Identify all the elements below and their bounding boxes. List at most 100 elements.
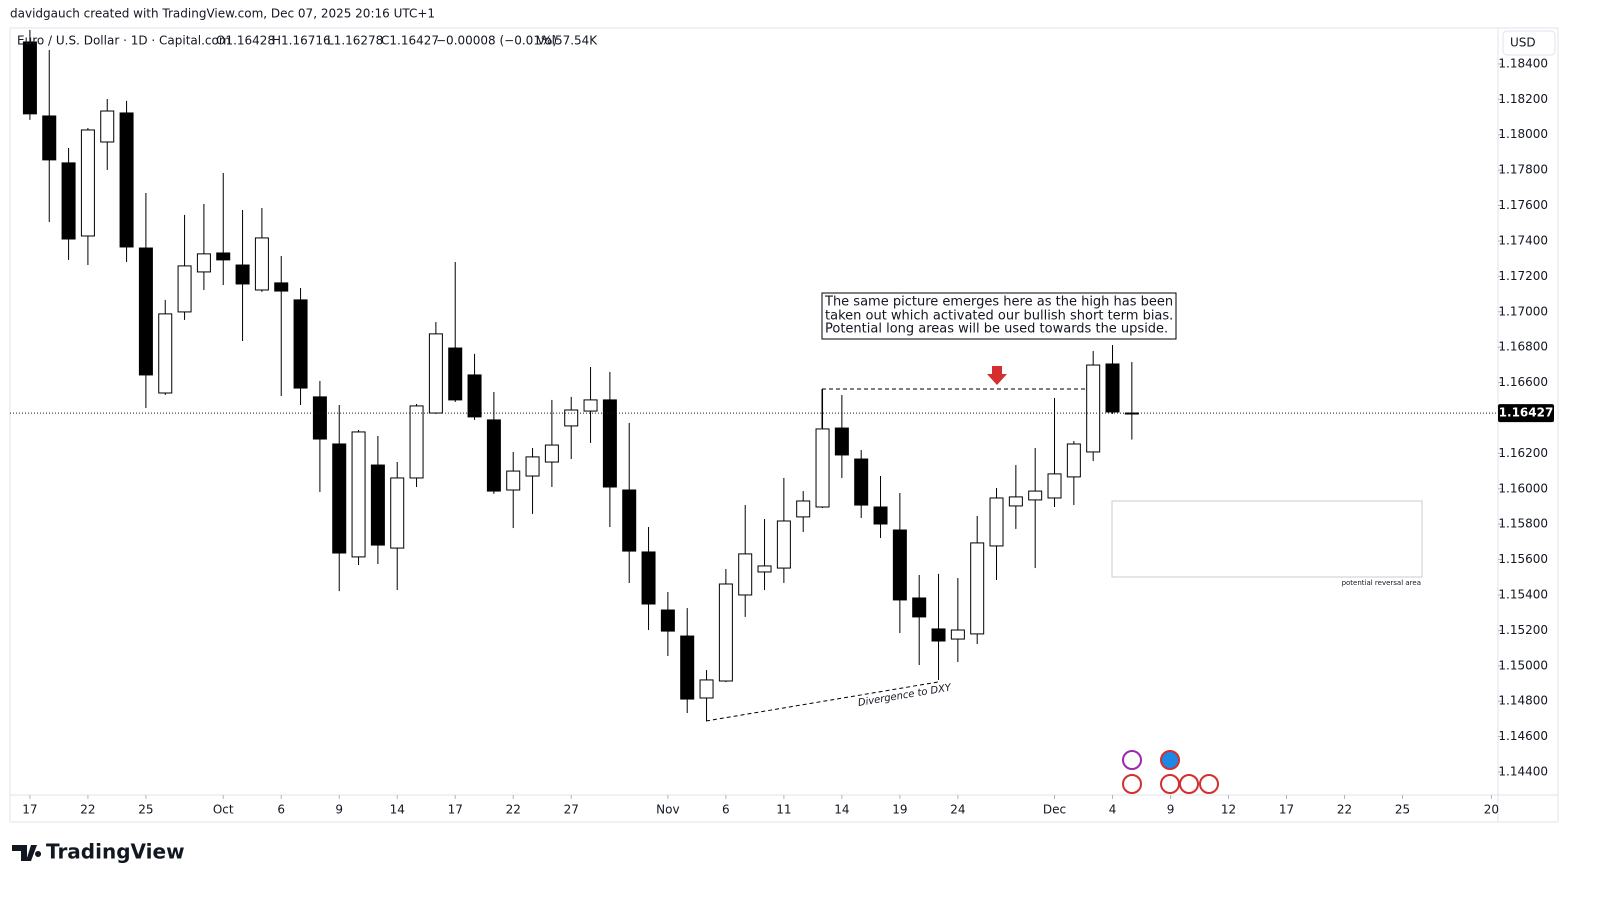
- legend-close: C1.16427: [381, 34, 439, 48]
- candle-body: [428, 333, 443, 414]
- divergence-label: Divergence to DXY: [857, 682, 953, 709]
- x-tick-label: Oct: [213, 803, 234, 817]
- candle-body: [854, 458, 869, 506]
- y-tick-label: 1.16200: [1498, 446, 1548, 460]
- y-tick-label: 1.15200: [1498, 623, 1548, 637]
- note-line: taken out which activated our bullish sh…: [825, 309, 1173, 324]
- candle-body: [641, 551, 656, 605]
- x-tick-label: 22: [506, 803, 521, 817]
- event-icon[interactable]: [1160, 750, 1180, 770]
- y-tick-label: 1.17200: [1498, 269, 1548, 283]
- candle-body: [390, 477, 405, 549]
- x-tick-label: 17: [22, 803, 37, 817]
- currency-box[interactable]: [1502, 30, 1556, 56]
- candle-body: [699, 679, 714, 699]
- y-tick-label: 1.15800: [1498, 517, 1548, 531]
- legend-symbol: Euro / U.S. Dollar · 1D · Capital.com: [17, 34, 231, 48]
- legend: Euro / U.S. Dollar · 1D · Capital.com O1…: [17, 34, 598, 48]
- candle-body: [196, 253, 211, 273]
- x-tick-label: 9: [335, 803, 343, 817]
- y-tick-label: 1.18400: [1498, 56, 1548, 70]
- candle-body: [61, 162, 76, 240]
- candle-body: [873, 506, 888, 525]
- logo: TradingView: [46, 840, 185, 864]
- candle-body: [312, 396, 327, 440]
- candle-body: [1105, 363, 1120, 413]
- candle-body: [506, 470, 521, 491]
- candle-body: [274, 282, 289, 292]
- x-tick-label: 6: [722, 803, 730, 817]
- candle-body: [254, 237, 269, 291]
- candle-body: [757, 565, 772, 573]
- candle-body: [602, 399, 617, 488]
- candle-body: [1008, 496, 1023, 507]
- currency: USD: [1510, 36, 1536, 50]
- candle-body: [177, 265, 192, 313]
- legend-change: −0.00008 (−0.01%): [436, 34, 557, 48]
- y-tick-label: 1.16800: [1498, 340, 1548, 354]
- candle-body: [216, 252, 231, 261]
- x-tick-label: 17: [448, 803, 463, 817]
- note-line: Potential long areas will be used toward…: [825, 322, 1168, 337]
- y-tick-label: 1.17400: [1498, 233, 1548, 247]
- candle-body: [486, 419, 501, 492]
- y-tick-label: 1.14800: [1498, 694, 1548, 708]
- x-tick-label: 9: [1167, 803, 1175, 817]
- header: davidgauch created with TradingView.com,…: [10, 7, 435, 21]
- note-box: [821, 292, 1177, 340]
- candle-body: [119, 112, 134, 248]
- event-icon[interactable]: [1122, 774, 1142, 794]
- x-tick-label: 20: [1484, 803, 1499, 817]
- legend-low: L1.16278: [327, 34, 383, 48]
- candle-body: [467, 374, 482, 418]
- candle-body: [370, 464, 385, 546]
- candle-body: [158, 313, 173, 394]
- y-tick-label: 1.17600: [1498, 198, 1548, 212]
- candle-body: [834, 427, 849, 456]
- event-icon[interactable]: [1160, 774, 1180, 794]
- candle-body: [970, 542, 985, 635]
- candle-body: [583, 399, 598, 412]
- candle-body: [738, 553, 753, 596]
- x-tick-label: 14: [834, 803, 849, 817]
- x-tick-label: 6: [277, 803, 285, 817]
- candle-body: [448, 347, 463, 401]
- candle-body: [892, 529, 907, 601]
- event-icon[interactable]: [1122, 750, 1142, 770]
- candle-body: [912, 597, 927, 618]
- candle-body: [351, 431, 366, 558]
- zone-label: potential reversal area: [1342, 579, 1421, 587]
- candle-body: [80, 129, 95, 237]
- x-tick-label: 24: [950, 803, 965, 817]
- last-price-label: 1.16427: [1499, 406, 1554, 420]
- y-tick-label: 1.15000: [1498, 658, 1548, 672]
- candle-body: [42, 115, 57, 161]
- x-tick-label: 22: [80, 803, 95, 817]
- candle-body: [796, 500, 811, 518]
- candle-body: [22, 41, 37, 115]
- arrow: [987, 366, 1007, 385]
- y-tick-label: 1.14600: [1498, 729, 1548, 743]
- x-tick-label: Dec: [1043, 803, 1066, 817]
- y-tick-label: 1.18000: [1498, 127, 1548, 141]
- y-tick-label: 1.15600: [1498, 552, 1548, 566]
- candle-body: [622, 489, 637, 552]
- candle-body: [525, 456, 540, 477]
- note-line: The same picture emerges here as the hig…: [824, 295, 1173, 310]
- x-tick-label: 19: [892, 803, 907, 817]
- candle-body: [138, 247, 153, 376]
- candle-body: [931, 628, 946, 642]
- candle-body: [409, 405, 424, 479]
- y-tick-label: 1.14400: [1498, 764, 1548, 778]
- event-icon[interactable]: [1199, 774, 1219, 794]
- x-tick-label: 17: [1279, 803, 1294, 817]
- x-tick-label: 22: [1337, 803, 1352, 817]
- x-tick-label: 27: [564, 803, 579, 817]
- event-icon[interactable]: [1179, 774, 1199, 794]
- candle-body: [564, 409, 579, 427]
- x-tick-label: 25: [1395, 803, 1410, 817]
- last-price-box: [1498, 404, 1554, 423]
- zone: [1111, 500, 1423, 578]
- candle-body: [950, 629, 965, 640]
- candle-body: [235, 264, 250, 285]
